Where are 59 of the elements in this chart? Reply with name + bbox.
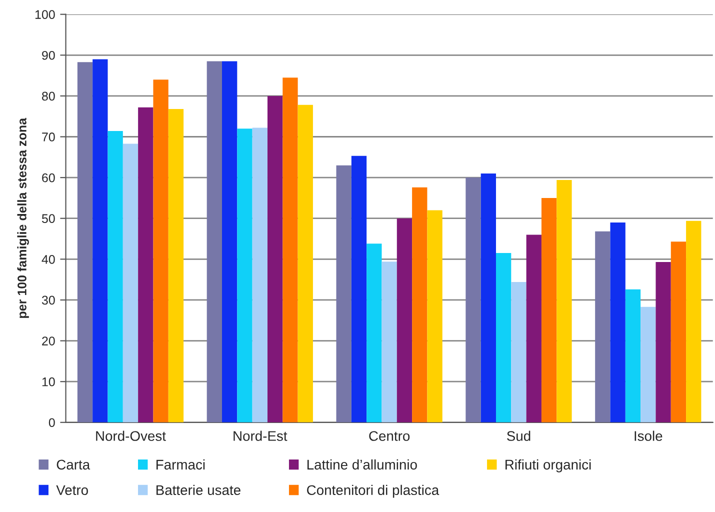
bar bbox=[466, 178, 481, 422]
bar bbox=[366, 244, 382, 422]
x-tick-label: Isole bbox=[634, 430, 662, 441]
bar bbox=[92, 59, 108, 422]
y-axis-title: per 100 famiglie della stessa zona bbox=[17, 118, 29, 318]
x-tick-label: Sud bbox=[507, 430, 530, 441]
bar bbox=[526, 234, 542, 422]
legend-label: Vetro bbox=[56, 485, 88, 496]
y-tick-label: 90 bbox=[42, 50, 55, 60]
y-tick-label: 50 bbox=[42, 214, 55, 224]
bar bbox=[670, 242, 686, 422]
bar bbox=[541, 198, 557, 422]
bar bbox=[511, 282, 526, 422]
bar bbox=[122, 144, 138, 422]
bar bbox=[496, 253, 512, 422]
bar bbox=[206, 61, 222, 422]
bar bbox=[595, 231, 610, 422]
y-tick-label: 20 bbox=[42, 336, 55, 346]
bar bbox=[282, 78, 298, 422]
bar bbox=[252, 128, 268, 422]
bar bbox=[168, 109, 184, 422]
bar bbox=[427, 210, 442, 422]
bar bbox=[336, 165, 352, 422]
y-tick-label: 0 bbox=[48, 418, 55, 428]
y-tick-label: 100 bbox=[35, 10, 55, 19]
bar bbox=[640, 306, 656, 422]
bar bbox=[396, 218, 412, 422]
bar bbox=[267, 96, 283, 422]
y-tick-label: 30 bbox=[42, 296, 55, 305]
bar bbox=[656, 262, 671, 422]
y-tick-label: 80 bbox=[42, 92, 55, 101]
bar bbox=[153, 80, 168, 422]
bar bbox=[108, 131, 123, 422]
legend-label: Contenitori di plastica bbox=[307, 484, 440, 498]
bar bbox=[412, 187, 428, 422]
legend-label: Rifiuti organici bbox=[506, 459, 591, 472]
bar bbox=[625, 289, 641, 422]
bar bbox=[237, 128, 252, 422]
bar bbox=[556, 180, 572, 422]
legend-label: Farmaci bbox=[156, 459, 205, 470]
legend-label: Batterie usate bbox=[156, 484, 240, 496]
legend-label: Lattine d’alluminio bbox=[307, 459, 417, 470]
y-tick-label: 70 bbox=[42, 132, 55, 142]
bar bbox=[480, 173, 496, 422]
legend-label: Carta bbox=[56, 460, 90, 470]
bar bbox=[351, 156, 367, 422]
y-tick-label: 10 bbox=[42, 377, 55, 386]
x-tick-label: Nord-Ovest bbox=[96, 430, 166, 441]
bar bbox=[686, 220, 702, 422]
y-tick-label: 40 bbox=[42, 254, 55, 264]
bar bbox=[610, 222, 626, 422]
x-tick-label: Centro bbox=[369, 431, 410, 441]
bar bbox=[77, 62, 93, 422]
bar bbox=[222, 61, 238, 422]
x-tick-label: Nord-Est bbox=[234, 430, 288, 441]
bar bbox=[298, 104, 313, 422]
bar bbox=[138, 107, 154, 422]
y-tick-label: 60 bbox=[42, 173, 55, 182]
bar bbox=[382, 262, 397, 422]
